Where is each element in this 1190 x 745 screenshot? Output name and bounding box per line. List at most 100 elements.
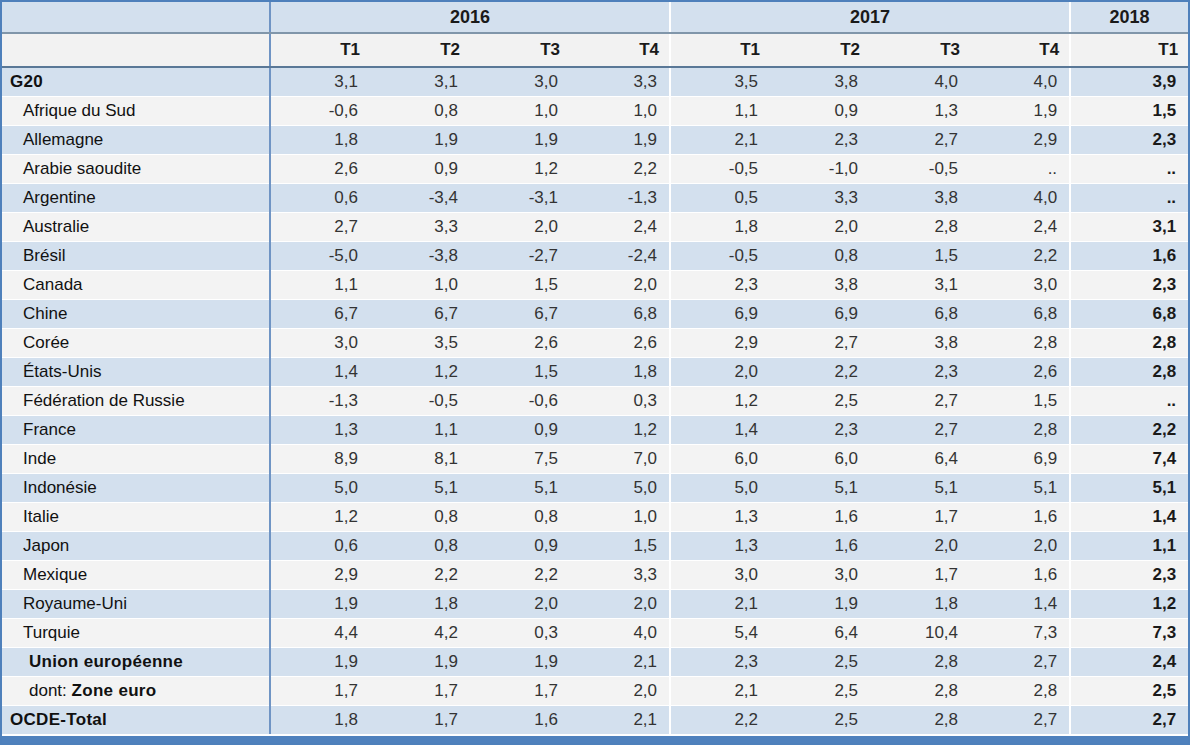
value-cell: 3,8 <box>870 183 970 212</box>
row-label: Brésil <box>2 241 270 270</box>
value-cell: 1,5 <box>470 270 570 299</box>
value-cell: 2,5 <box>1070 676 1188 705</box>
value-cell: 2,0 <box>470 212 570 241</box>
quarter-header: T1 <box>270 33 370 67</box>
value-cell: 2,7 <box>970 647 1070 676</box>
quarter-header: T1 <box>1070 33 1188 67</box>
value-cell: 1,4 <box>670 415 770 444</box>
value-cell: 2,0 <box>670 357 770 386</box>
value-cell: 1,5 <box>970 386 1070 415</box>
value-cell: 2,8 <box>870 705 970 734</box>
value-cell: 3,0 <box>670 560 770 589</box>
value-cell: 0,3 <box>570 386 670 415</box>
quarterly-growth-report-table: 201620172018 T1T2T3T4T1T2T3T4T1 G203,13,… <box>0 0 1190 745</box>
value-cell: -0,5 <box>670 241 770 270</box>
value-cell: 1,8 <box>370 589 470 618</box>
table-row: Japon0,60,80,91,51,31,62,02,01,1 <box>2 531 1188 560</box>
value-cell: 6,4 <box>870 444 970 473</box>
row-label: Canada <box>2 270 270 299</box>
row-label: Afrique du Sud <box>2 96 270 125</box>
value-cell: 2,1 <box>670 125 770 154</box>
value-cell: 2,0 <box>870 531 970 560</box>
value-cell: 2,1 <box>670 676 770 705</box>
value-cell: 1,1 <box>370 415 470 444</box>
row-label-text: Zone euro <box>72 681 157 700</box>
value-cell: 7,3 <box>970 618 1070 647</box>
table-row: États-Unis1,41,21,51,82,02,22,32,62,8 <box>2 357 1188 386</box>
value-cell: 1,2 <box>1070 589 1188 618</box>
value-cell: 5,1 <box>970 473 1070 502</box>
value-cell: 1,3 <box>670 531 770 560</box>
value-cell: 1,6 <box>770 502 870 531</box>
value-cell: 2,2 <box>970 241 1070 270</box>
value-cell: 6,0 <box>770 444 870 473</box>
value-cell: 2,0 <box>570 676 670 705</box>
value-cell: 2,3 <box>1070 560 1188 589</box>
value-cell: 4,2 <box>370 618 470 647</box>
value-cell: -5,0 <box>270 241 370 270</box>
value-cell: 2,0 <box>470 589 570 618</box>
table-row: Mexique2,92,22,23,33,03,01,71,62,3 <box>2 560 1188 589</box>
quarter-header-row: T1T2T3T4T1T2T3T4T1 <box>2 33 1188 67</box>
value-cell: -3,1 <box>470 183 570 212</box>
row-label: France <box>2 415 270 444</box>
value-cell: 0,8 <box>370 531 470 560</box>
value-cell: 6,7 <box>470 299 570 328</box>
value-cell: 0,8 <box>370 96 470 125</box>
row-label: G20 <box>2 67 270 96</box>
value-cell: 1,4 <box>970 589 1070 618</box>
table-row: Indonésie5,05,15,15,05,05,15,15,15,1 <box>2 473 1188 502</box>
table-row: Chine6,76,76,76,86,96,96,86,86,8 <box>2 299 1188 328</box>
value-cell: 7,4 <box>1070 444 1188 473</box>
value-cell: 2,2 <box>370 560 470 589</box>
quarter-header: T3 <box>870 33 970 67</box>
table-row: Canada1,11,01,52,02,33,83,13,02,3 <box>2 270 1188 299</box>
value-cell: 5,0 <box>570 473 670 502</box>
value-cell: 1,9 <box>770 589 870 618</box>
value-cell: 5,0 <box>270 473 370 502</box>
corner-cell <box>2 33 270 67</box>
value-cell: -2,7 <box>470 241 570 270</box>
quarter-header: T2 <box>770 33 870 67</box>
row-label: Australie <box>2 212 270 241</box>
value-cell: 4,0 <box>570 618 670 647</box>
value-cell: 2,9 <box>270 560 370 589</box>
value-cell: 4,4 <box>270 618 370 647</box>
value-cell: -0,6 <box>270 96 370 125</box>
quarter-header: T3 <box>470 33 570 67</box>
value-cell: 5,1 <box>370 473 470 502</box>
value-cell: 1,7 <box>270 676 370 705</box>
value-cell: 2,7 <box>1070 705 1188 734</box>
value-cell: 1,5 <box>1070 96 1188 125</box>
value-cell: 0,9 <box>470 531 570 560</box>
value-cell: 2,3 <box>870 357 970 386</box>
value-cell: 2,8 <box>870 647 970 676</box>
value-cell: -2,4 <box>570 241 670 270</box>
value-cell: 3,8 <box>770 270 870 299</box>
value-cell: 1,7 <box>870 502 970 531</box>
value-cell: 0,8 <box>370 502 470 531</box>
value-cell: 2,3 <box>670 647 770 676</box>
value-cell: 6,8 <box>570 299 670 328</box>
value-cell: 3,1 <box>1070 212 1188 241</box>
value-cell: 2,4 <box>970 212 1070 241</box>
value-cell: 1,6 <box>770 531 870 560</box>
table-row: dont: Zone euro1,71,71,72,02,12,52,82,82… <box>2 676 1188 705</box>
value-cell: 2,7 <box>970 705 1070 734</box>
value-cell: 8,9 <box>270 444 370 473</box>
value-cell: 6,7 <box>270 299 370 328</box>
table-row: Union européenne1,91,91,92,12,32,52,82,7… <box>2 647 1188 676</box>
value-cell: 2,9 <box>670 328 770 357</box>
year-header-2017: 2017 <box>670 2 1070 33</box>
value-cell: 1,9 <box>370 647 470 676</box>
value-cell: 1,9 <box>570 125 670 154</box>
value-cell: 1,1 <box>1070 531 1188 560</box>
value-cell: 0,6 <box>270 531 370 560</box>
value-cell: 2,8 <box>970 415 1070 444</box>
value-cell: 3,0 <box>270 328 370 357</box>
growth-table: 201620172018 T1T2T3T4T1T2T3T4T1 G203,13,… <box>2 2 1188 734</box>
value-cell: 2,8 <box>1070 357 1188 386</box>
value-cell: 7,3 <box>1070 618 1188 647</box>
value-cell: 3,0 <box>970 270 1070 299</box>
value-cell: .. <box>1070 183 1188 212</box>
